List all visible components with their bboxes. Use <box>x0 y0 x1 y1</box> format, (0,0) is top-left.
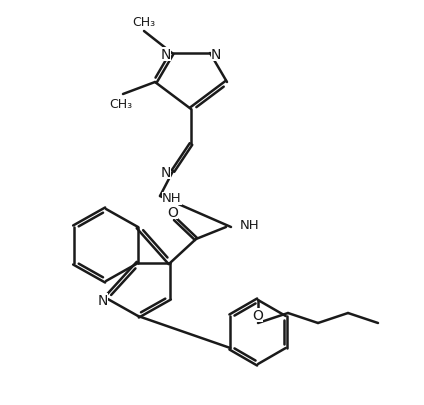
Text: CH₃: CH₃ <box>109 98 133 111</box>
Text: NH: NH <box>162 192 181 205</box>
Text: O: O <box>167 205 179 220</box>
Text: N: N <box>211 48 221 62</box>
Text: N: N <box>161 166 171 179</box>
Text: NH: NH <box>240 219 259 232</box>
Text: N: N <box>98 293 108 307</box>
Text: O: O <box>253 308 263 322</box>
Text: CH₃: CH₃ <box>132 15 156 28</box>
Text: N: N <box>161 48 171 62</box>
